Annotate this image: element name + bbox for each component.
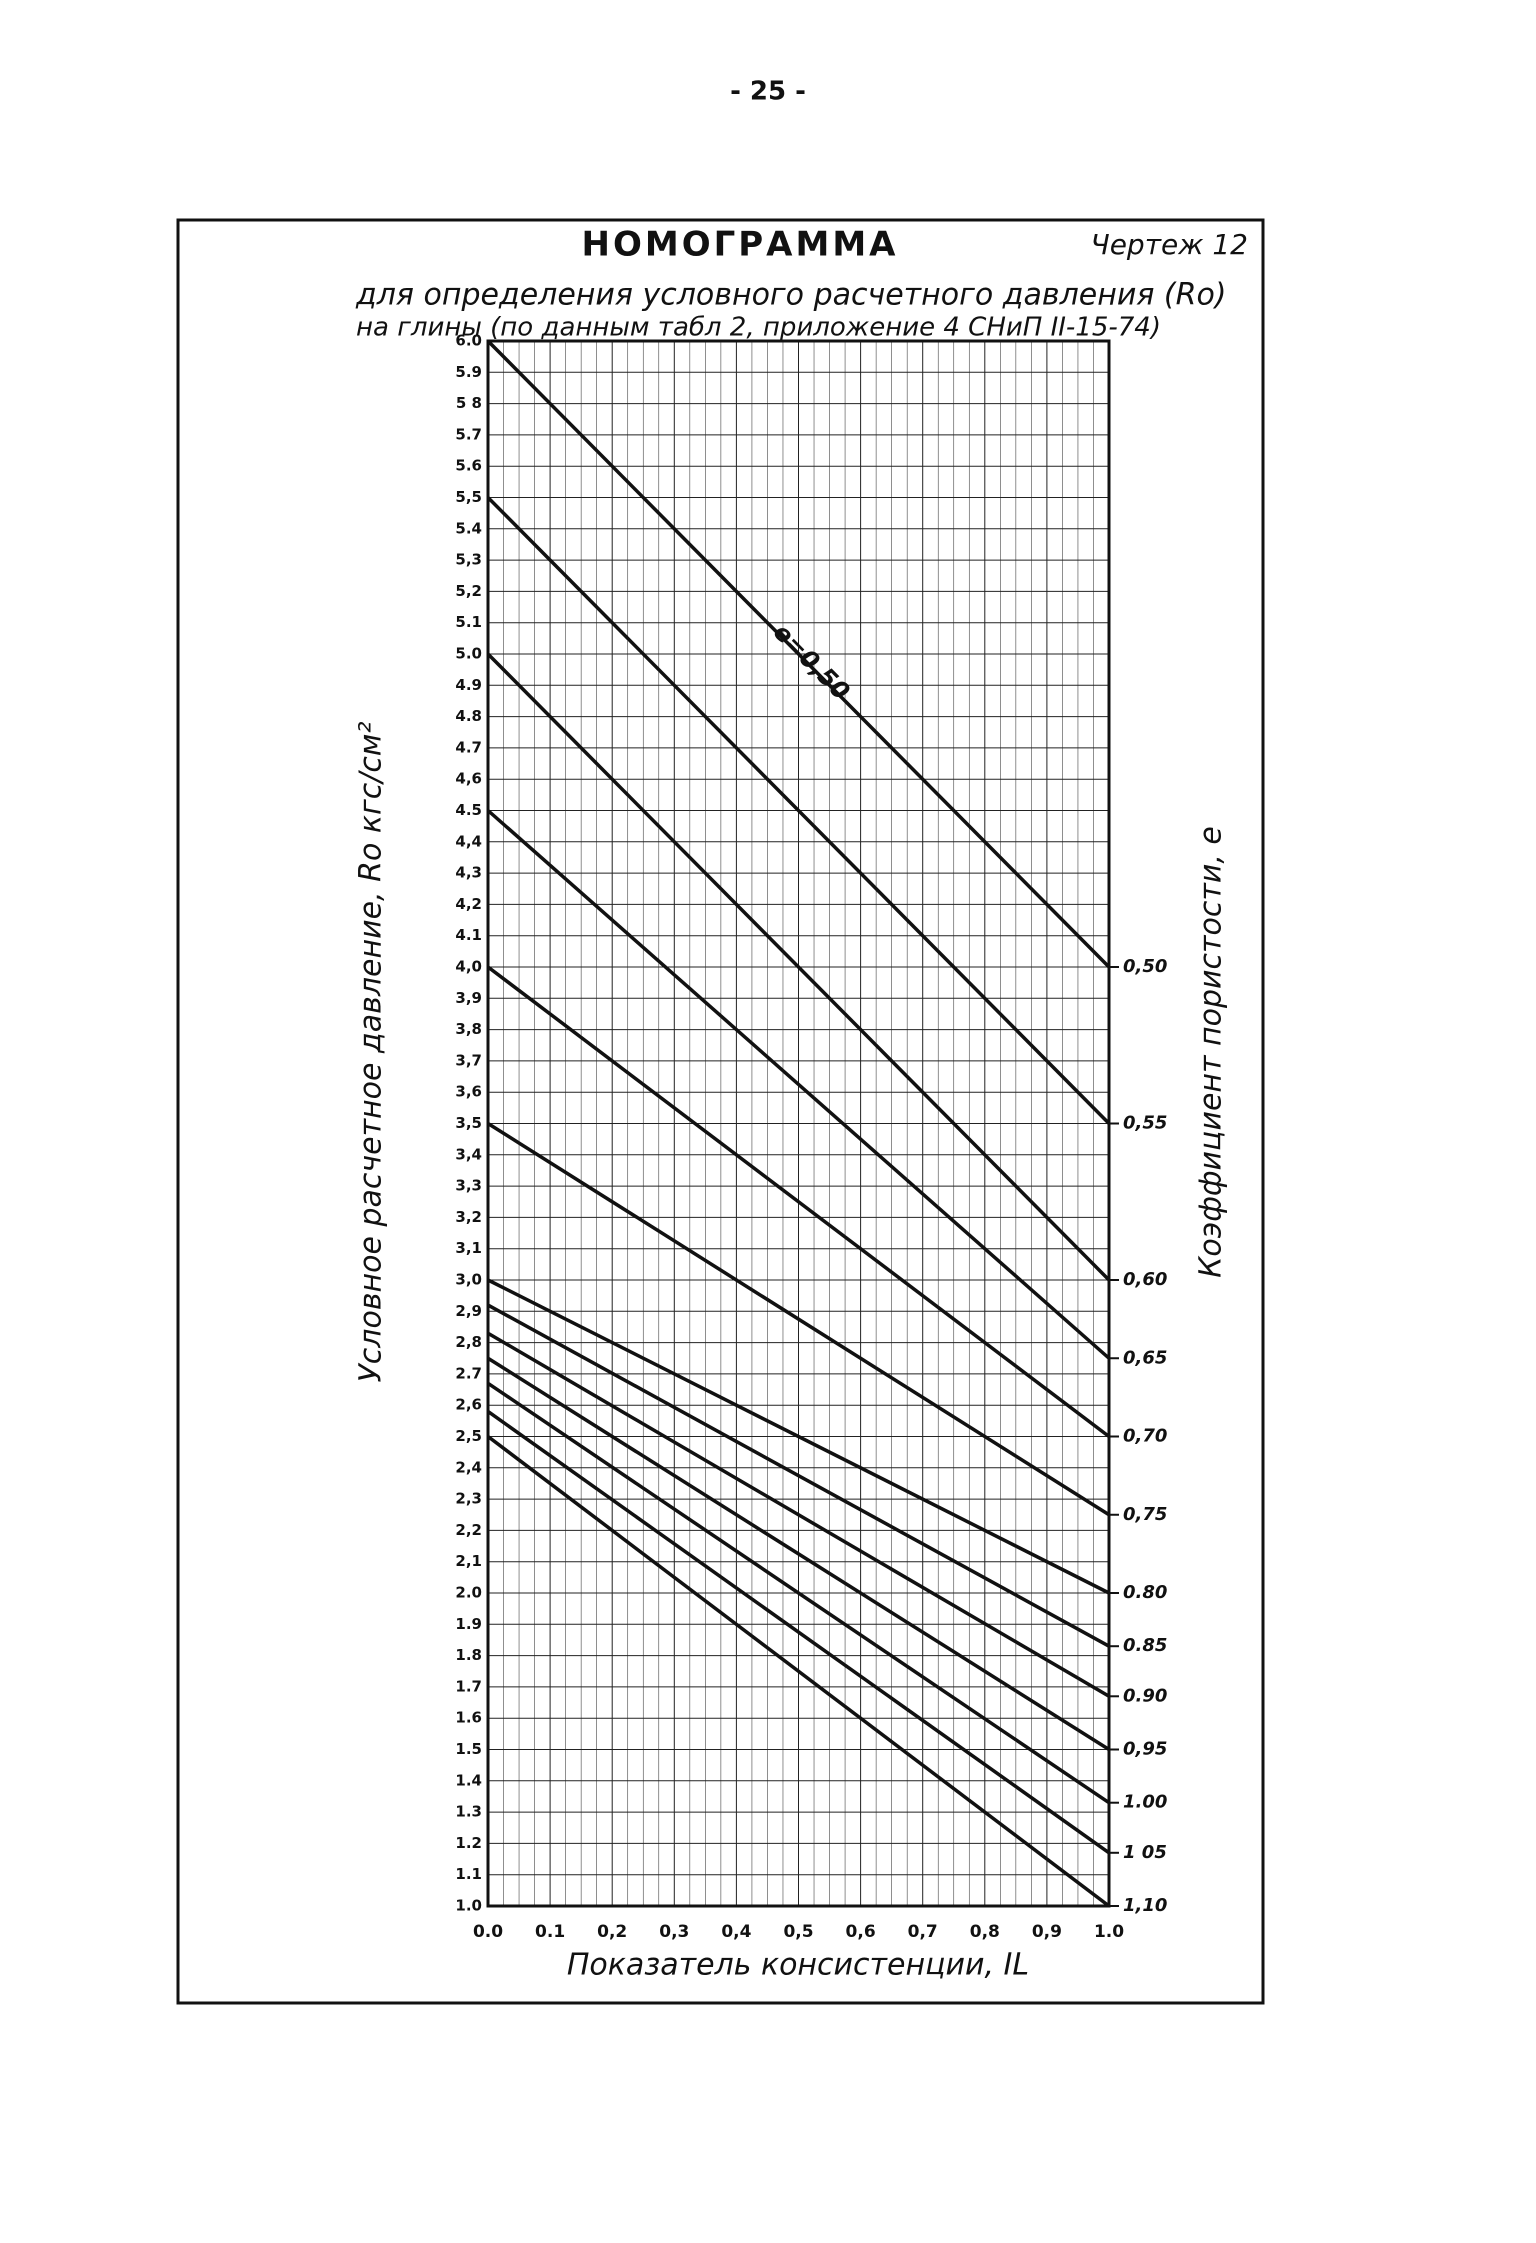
y-tick-label: 2.0 bbox=[455, 1584, 482, 1602]
y-tick-label: 5.7 bbox=[455, 425, 482, 443]
y-tick-label: 4.9 bbox=[455, 676, 482, 694]
y-tick-label: 2,6 bbox=[455, 1396, 482, 1414]
y-tick-label: 2,8 bbox=[455, 1333, 482, 1351]
y-tick-label: 4,3 bbox=[455, 864, 482, 882]
x-tick-label: 0,6 bbox=[846, 1922, 876, 1942]
y2-tick-label: 0,55 bbox=[1123, 1113, 1167, 1134]
y-tick-label: 5.4 bbox=[455, 519, 482, 537]
x-tick-label: 0,7 bbox=[908, 1922, 938, 1942]
e-line bbox=[486, 496, 1111, 1125]
page-number: - 25 - bbox=[730, 77, 806, 107]
y2-tick-label: 1 05 bbox=[1123, 1842, 1167, 1863]
x-tick-label: 0,4 bbox=[721, 1922, 751, 1942]
y-tick-label: 5.6 bbox=[455, 457, 482, 475]
y-tick-label: 4.8 bbox=[455, 707, 482, 725]
y-tick-label: 2,1 bbox=[455, 1552, 482, 1570]
y2-tick-label: 0.85 bbox=[1123, 1635, 1167, 1656]
y-tick-label: 4,4 bbox=[455, 832, 482, 850]
y2-tick-label: 0.90 bbox=[1123, 1685, 1167, 1706]
y-tick-label: 1.2 bbox=[455, 1834, 482, 1852]
y-tick-label: 2,2 bbox=[455, 1521, 482, 1539]
y-tick-label: 5,3 bbox=[455, 551, 482, 569]
y-tick-label: 2,3 bbox=[455, 1490, 482, 1508]
y-tick-label: 4,0 bbox=[455, 958, 482, 976]
y-tick-label: 6.0 bbox=[455, 332, 482, 350]
y-tick-label: 1.4 bbox=[455, 1771, 482, 1789]
subtitle: для определения условного расчетного дав… bbox=[355, 278, 1227, 313]
y-tick-label: 3,5 bbox=[455, 1114, 482, 1132]
x-tick-label: 0,8 bbox=[970, 1922, 1000, 1942]
x-tick-label: 0.1 bbox=[535, 1922, 565, 1942]
e-line bbox=[487, 1381, 1110, 1805]
y-tick-label: 3,4 bbox=[455, 1145, 482, 1163]
drawing-label: Чертеж 12 bbox=[1091, 228, 1249, 261]
x-axis-label: Показатель консистенции, IL bbox=[567, 1948, 1029, 1983]
y2-tick-label: 0,50 bbox=[1123, 956, 1167, 977]
y-tick-label: 4,2 bbox=[455, 895, 482, 913]
e-line bbox=[486, 809, 1111, 1360]
e-line bbox=[486, 339, 1111, 969]
y-tick-label: 5,2 bbox=[455, 582, 482, 600]
y-tick-label: 5 8 bbox=[456, 394, 482, 412]
y-tick-label: 3,6 bbox=[455, 1083, 482, 1101]
y-tick-label: 1.5 bbox=[455, 1740, 482, 1758]
y-tick-label: 1.9 bbox=[455, 1615, 482, 1633]
subtitle: на глины (по данным табл 2, приложение 4… bbox=[356, 313, 1161, 343]
y-tick-label: 3,9 bbox=[455, 989, 482, 1007]
y2-tick-label: 0,60 bbox=[1123, 1269, 1167, 1290]
y-tick-label: 1.8 bbox=[455, 1646, 482, 1664]
e-line bbox=[487, 1356, 1110, 1751]
y-tick-label: 5,5 bbox=[455, 488, 482, 506]
e-line bbox=[486, 1410, 1111, 1855]
y-tick-label: 5.9 bbox=[455, 363, 482, 381]
x-tick-label: 0,9 bbox=[1032, 1922, 1062, 1942]
y-tick-label: 3,8 bbox=[455, 1020, 482, 1038]
x-tick-label: 1.0 bbox=[1094, 1922, 1124, 1942]
x-tick-label: 0.0 bbox=[473, 1922, 503, 1942]
y-tick-label: 3,0 bbox=[455, 1271, 482, 1289]
y2-tick-label: 0,70 bbox=[1123, 1426, 1167, 1447]
y-tick-label: 3,3 bbox=[455, 1177, 482, 1195]
e-line bbox=[487, 1278, 1110, 1595]
y-tick-label: 1.7 bbox=[455, 1677, 482, 1695]
y-tick-label: 1.6 bbox=[455, 1709, 482, 1727]
chart-title: НОМОГРАММА bbox=[582, 225, 899, 265]
y-tick-label: 4,6 bbox=[455, 770, 482, 788]
e-line bbox=[486, 1435, 1111, 1908]
y-tick-label: 3,7 bbox=[455, 1051, 482, 1069]
y-tick-label: 1.3 bbox=[455, 1803, 482, 1821]
y-tick-label: 2.7 bbox=[455, 1364, 482, 1382]
e-line bbox=[486, 965, 1111, 1438]
y-tick-label: 3,2 bbox=[455, 1208, 482, 1226]
y2-tick-label: 0.80 bbox=[1123, 1582, 1167, 1603]
y-tick-label: 5.1 bbox=[455, 613, 482, 631]
y-tick-label: 1.0 bbox=[455, 1897, 482, 1915]
y2-tick-label: 1.00 bbox=[1123, 1792, 1167, 1813]
y-tick-label: 4.5 bbox=[455, 801, 482, 819]
y-tick-label: 2,5 bbox=[455, 1427, 482, 1445]
x-tick-label: 0,2 bbox=[597, 1922, 627, 1942]
y-tick-label: 2,9 bbox=[455, 1302, 482, 1320]
y-tick-label: 1.1 bbox=[455, 1865, 482, 1883]
y2-tick-label: 1,10 bbox=[1123, 1895, 1167, 1916]
frame bbox=[176, 218, 1265, 2005]
y2-tick-label: 0,65 bbox=[1123, 1347, 1167, 1368]
y2-tick-label: 0,95 bbox=[1123, 1739, 1167, 1760]
x-tick-label: 0,3 bbox=[659, 1922, 689, 1942]
y-tick-label: 3,1 bbox=[455, 1239, 482, 1257]
x-tick-label: 0,5 bbox=[783, 1922, 813, 1942]
y-tick-label: 4.1 bbox=[455, 926, 482, 944]
y-tick-label: 4.7 bbox=[455, 738, 482, 756]
e-line bbox=[486, 652, 1111, 1282]
y-tick-label: 2,4 bbox=[455, 1458, 482, 1476]
e-line bbox=[487, 1303, 1110, 1648]
y2-axis-label: Коэффициент пористости, e bbox=[1194, 826, 1229, 1278]
y-axis-label: Условное расчетное давление, Ro кгс/см² bbox=[354, 722, 389, 1383]
e-line bbox=[487, 1331, 1110, 1698]
e-line bbox=[487, 1122, 1110, 1517]
y-tick-label: 5.0 bbox=[455, 645, 482, 663]
y2-tick-label: 0,75 bbox=[1123, 1504, 1167, 1525]
